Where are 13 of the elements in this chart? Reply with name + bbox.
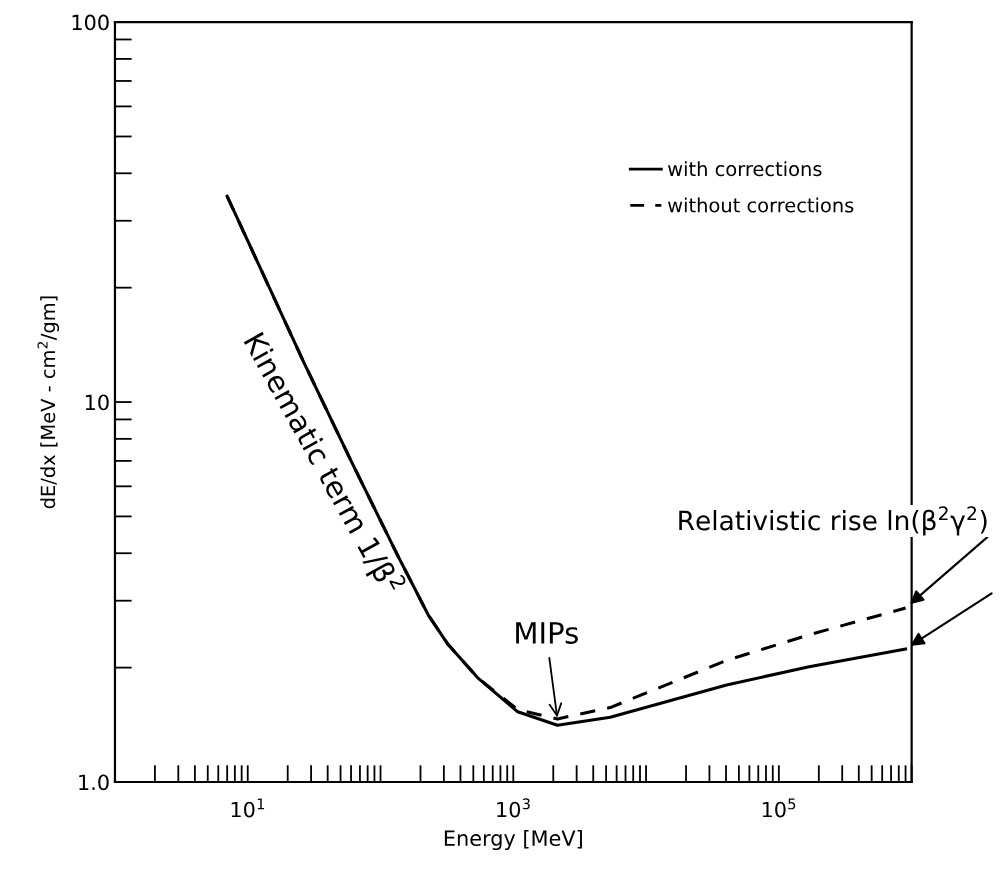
x-tick-label: 10$^{3}$	[497, 798, 530, 818]
y-tick-label: 1.0	[79, 774, 109, 791]
y-axis-title: dE/dx [MeV - cm$^{2}$/gm]	[37, 296, 60, 509]
legend-label: without corrections	[668, 197, 854, 213]
x-tick-label: 10$^{1}$	[231, 798, 265, 818]
annotation: Kinematic term 1/β$^{2}$	[238, 329, 408, 599]
y-tick-label: 10	[85, 394, 109, 411]
annotation: MIPs	[516, 622, 578, 644]
annotation: Relativistic rise ln(β$^{2}$γ$^{2}$)	[679, 506, 987, 536]
x-tick-label: 10$^{5}$	[762, 798, 796, 818]
x-axis-title: Energy [MeV]	[444, 829, 582, 851]
legend-label: with corrections	[668, 161, 822, 177]
y-tick-label: 100	[72, 14, 109, 31]
